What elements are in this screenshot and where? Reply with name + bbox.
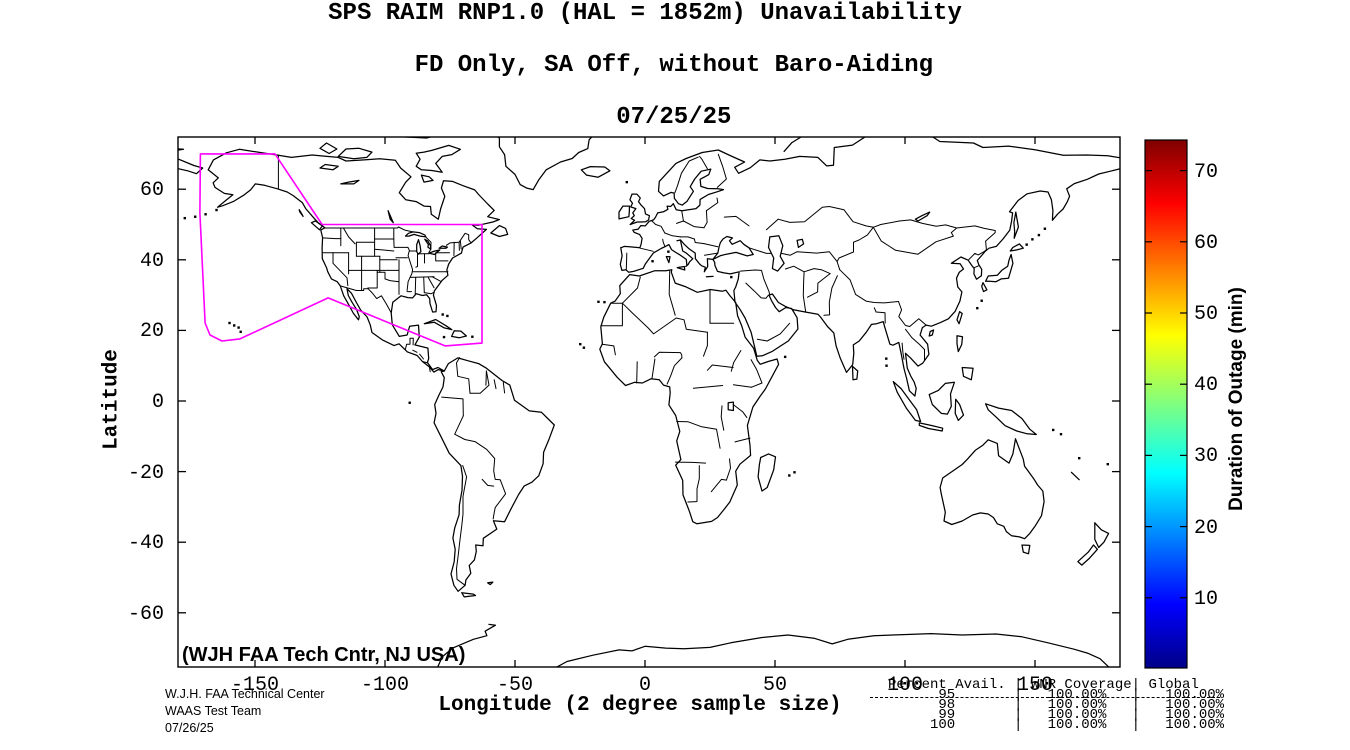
island-dot	[194, 215, 197, 218]
y-tick-label: 40	[139, 249, 164, 273]
island-dot	[471, 335, 474, 338]
y-tick-label: 20	[139, 320, 164, 344]
x-tick-label: -150	[230, 674, 279, 697]
island-dot	[980, 299, 983, 302]
island-dot	[183, 216, 186, 220]
y-axis-title: Latitude	[100, 349, 124, 450]
colorbar-ticks	[1145, 170, 1187, 599]
island-dot	[442, 335, 446, 339]
island-dot	[1052, 428, 1055, 432]
island-dot	[885, 364, 888, 367]
y-tick-label: -60	[127, 602, 164, 626]
x-tick-label: 150	[1016, 674, 1053, 697]
colorbar-tick-label: 20	[1194, 516, 1219, 540]
island-dot	[233, 324, 236, 327]
credit-block: W.J.H. FAA Technical Center WAAS Test Te…	[165, 687, 325, 735]
figure-title: SPS RAIM RNP1.0 (HAL = 1852m) Unavailabi…	[0, 1, 1290, 209]
title-line-2: FD Only, SA Off, without Baro-Aiding	[414, 52, 934, 79]
colorbar-tick-label: 30	[1194, 445, 1219, 469]
island-dot	[215, 208, 218, 212]
y-tick-label: 0	[151, 391, 164, 414]
stats-table-divider	[870, 697, 1220, 698]
title-date: 07/25/25	[616, 104, 732, 131]
island-dot	[579, 342, 582, 346]
island-dot	[1031, 238, 1034, 241]
island-dot	[228, 321, 231, 325]
island-dot	[730, 275, 733, 279]
island-dot	[239, 330, 242, 334]
island-dot	[603, 300, 606, 304]
colorbar-tick-label: 40	[1194, 374, 1219, 398]
x-tick-label: -50	[496, 674, 533, 697]
island-dot	[976, 306, 979, 310]
colorbar-tick-label: 70	[1194, 160, 1219, 184]
island-dot	[1106, 462, 1109, 466]
island-dot	[667, 250, 670, 253]
island-dot	[237, 326, 240, 329]
island-dot	[1025, 243, 1028, 246]
island-dot	[885, 357, 888, 360]
island-dot	[788, 474, 791, 477]
island-dot	[1059, 432, 1063, 436]
island-dot	[204, 213, 207, 216]
x-tick-label: -100	[360, 674, 409, 697]
island-dot	[446, 314, 449, 318]
x-axis-title: Longitude (2 degree sample size)	[438, 694, 842, 717]
colorbar-tick-label: 50	[1194, 303, 1219, 326]
y-tick-label: -20	[127, 461, 164, 485]
colorbar-title: Duration of Outage (min)	[1226, 287, 1247, 511]
x-tick-label: 50	[762, 674, 787, 697]
waas-credit-annotation: (WJH FAA Tech Cntr, NJ USA)	[182, 644, 466, 666]
x-tick-label: 100	[886, 674, 923, 697]
island-dot	[1043, 227, 1047, 230]
colorbar-tick-label: 10	[1194, 587, 1219, 611]
island-dot	[597, 300, 600, 304]
title-line-1: SPS RAIM RNP1.0 (HAL = 1852m) Unavailabi…	[328, 0, 962, 27]
colorbar	[1144, 139, 1188, 669]
island-dot	[651, 260, 654, 263]
x-tick-label: 0	[638, 674, 651, 697]
waas-coverage-outline	[199, 153, 483, 347]
island-dot	[1078, 456, 1081, 460]
island-dot	[793, 471, 796, 474]
y-tick-label: 60	[139, 179, 164, 203]
y-tick-label: -40	[127, 532, 164, 556]
axis-ticks	[178, 137, 1120, 667]
island-dot	[625, 180, 628, 184]
island-dot	[441, 313, 444, 316]
colorbar-tick-label: 60	[1194, 231, 1219, 255]
availability-stats-table: Percent Avail. | WNR Coverage| Global 95…	[888, 677, 1225, 733]
island-dot	[582, 346, 586, 349]
island-dot	[783, 355, 787, 359]
map-frame	[177, 136, 1121, 668]
island-dot	[1037, 233, 1041, 237]
island-dot	[408, 401, 411, 404]
map-layers	[178, 137, 1120, 667]
